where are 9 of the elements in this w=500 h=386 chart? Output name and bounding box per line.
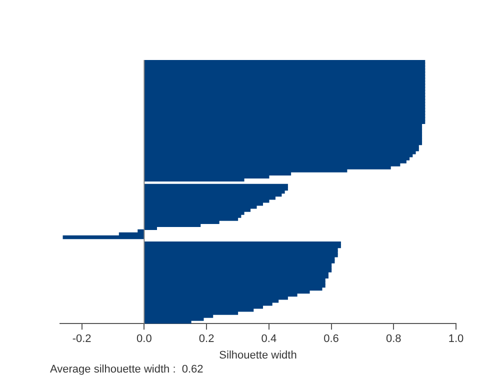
x-tick-label: 0.4	[261, 333, 277, 346]
x-tick-label: 1.0	[448, 333, 464, 346]
x-axis-title: Silhouette width	[219, 349, 297, 362]
text: Average silhouette width : 0.62	[50, 364, 204, 376]
x-tick-label: -0.2	[72, 333, 92, 346]
x-tick-label: 0.2	[198, 333, 214, 346]
x-tick-label: 0.6	[324, 333, 339, 346]
x-tick-label: 0.8	[386, 333, 402, 346]
x-tick-label: 0.0	[136, 333, 152, 346]
